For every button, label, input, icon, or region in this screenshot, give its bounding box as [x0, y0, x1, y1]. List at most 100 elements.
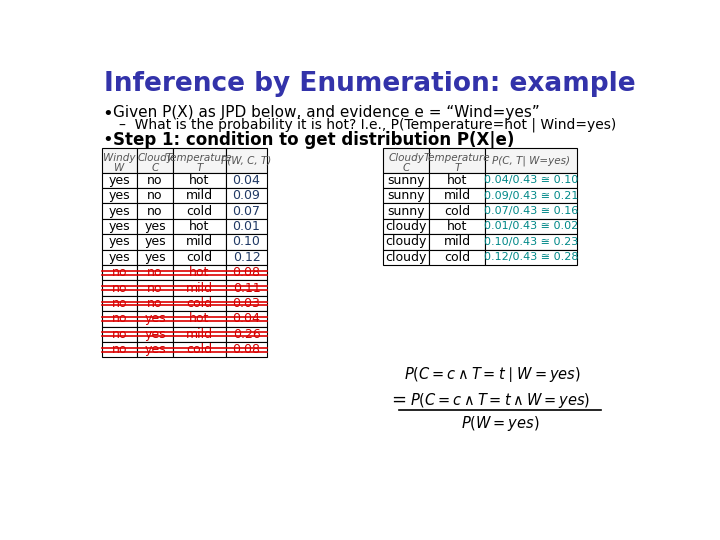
- Bar: [173, 296, 225, 311]
- Bar: [225, 173, 267, 188]
- Bar: [383, 234, 429, 249]
- Bar: [138, 296, 173, 311]
- Text: cold: cold: [444, 251, 470, 264]
- Bar: [173, 234, 225, 249]
- Bar: [485, 148, 577, 173]
- Bar: [173, 249, 225, 265]
- Text: no: no: [112, 297, 127, 310]
- Bar: [138, 219, 173, 234]
- Bar: [102, 219, 138, 234]
- Text: W: W: [114, 163, 125, 173]
- Text: cold: cold: [186, 343, 212, 356]
- Text: 0.10: 0.10: [233, 235, 261, 248]
- Text: cold: cold: [186, 297, 212, 310]
- Text: 0.01/0.43 ≅ 0.02: 0.01/0.43 ≅ 0.02: [484, 221, 578, 232]
- Text: sunny: sunny: [387, 205, 425, 218]
- Text: yes: yes: [109, 235, 130, 248]
- Bar: [485, 249, 577, 265]
- Text: no: no: [148, 205, 163, 218]
- Bar: [383, 188, 429, 204]
- Text: mild: mild: [186, 189, 213, 202]
- Bar: [102, 327, 138, 342]
- Text: 0.12: 0.12: [233, 251, 261, 264]
- Bar: [138, 148, 173, 173]
- Bar: [383, 204, 429, 219]
- Text: •: •: [102, 131, 113, 149]
- Text: Inference by Enumeration: example: Inference by Enumeration: example: [104, 71, 636, 97]
- Text: no: no: [112, 281, 127, 295]
- Bar: [138, 342, 173, 357]
- Bar: [102, 148, 138, 173]
- Text: 0.03: 0.03: [233, 297, 261, 310]
- Text: mild: mild: [186, 281, 213, 295]
- Bar: [102, 249, 138, 265]
- Bar: [173, 265, 225, 280]
- Text: 0.08: 0.08: [233, 343, 261, 356]
- Text: 0.07/0.43 ≅ 0.16: 0.07/0.43 ≅ 0.16: [484, 206, 578, 216]
- Text: mild: mild: [444, 235, 471, 248]
- Text: hot: hot: [189, 313, 210, 326]
- Bar: [173, 173, 225, 188]
- Text: $=$: $=$: [388, 390, 407, 408]
- Text: hot: hot: [189, 174, 210, 187]
- Text: yes: yes: [144, 235, 166, 248]
- Text: hot: hot: [447, 174, 467, 187]
- Bar: [429, 148, 485, 173]
- Bar: [102, 188, 138, 204]
- Bar: [225, 265, 267, 280]
- Text: mild: mild: [186, 235, 213, 248]
- Bar: [102, 296, 138, 311]
- Bar: [173, 148, 225, 173]
- Text: $P(C = c \wedge T = t \mid W = yes)$: $P(C = c \wedge T = t \mid W = yes)$: [404, 365, 581, 384]
- Text: hot: hot: [447, 220, 467, 233]
- Bar: [173, 280, 225, 296]
- Bar: [485, 219, 577, 234]
- Text: cold: cold: [186, 251, 212, 264]
- Bar: [485, 188, 577, 204]
- Text: sunny: sunny: [387, 189, 425, 202]
- Text: 0.04/0.43 ≅ 0.10: 0.04/0.43 ≅ 0.10: [484, 176, 578, 185]
- Text: T: T: [196, 163, 202, 173]
- Text: $P(C = c \wedge T = t \wedge W = yes)$: $P(C = c \wedge T = t \wedge W = yes)$: [410, 392, 590, 410]
- Bar: [225, 188, 267, 204]
- Bar: [138, 265, 173, 280]
- Text: yes: yes: [109, 189, 130, 202]
- Text: yes: yes: [109, 220, 130, 233]
- Text: P(C, T| W=yes): P(C, T| W=yes): [492, 155, 570, 166]
- Text: 0.07: 0.07: [233, 205, 261, 218]
- Text: no: no: [112, 328, 127, 341]
- Bar: [429, 249, 485, 265]
- Bar: [429, 188, 485, 204]
- Bar: [225, 280, 267, 296]
- Text: Cloudy: Cloudy: [138, 153, 173, 163]
- Text: yes: yes: [144, 313, 166, 326]
- Text: hot: hot: [189, 266, 210, 279]
- Text: mild: mild: [186, 328, 213, 341]
- Text: 0.11: 0.11: [233, 281, 261, 295]
- Text: 0.09: 0.09: [233, 189, 261, 202]
- Text: cold: cold: [444, 205, 470, 218]
- Bar: [225, 249, 267, 265]
- Bar: [225, 342, 267, 357]
- Text: yes: yes: [144, 251, 166, 264]
- Text: C: C: [402, 163, 410, 173]
- Bar: [225, 148, 267, 173]
- Bar: [138, 311, 173, 327]
- Text: 0.10/0.43 ≅ 0.23: 0.10/0.43 ≅ 0.23: [484, 237, 578, 247]
- Bar: [173, 342, 225, 357]
- Bar: [173, 188, 225, 204]
- Text: Cloudy: Cloudy: [388, 153, 424, 163]
- Bar: [225, 296, 267, 311]
- Text: yes: yes: [109, 251, 130, 264]
- Bar: [102, 311, 138, 327]
- Text: P(W, C, T): P(W, C, T): [222, 156, 271, 165]
- Bar: [138, 280, 173, 296]
- Text: 0.01: 0.01: [233, 220, 261, 233]
- Bar: [102, 265, 138, 280]
- Bar: [485, 204, 577, 219]
- Bar: [173, 311, 225, 327]
- Text: no: no: [112, 266, 127, 279]
- Text: cloudy: cloudy: [385, 235, 427, 248]
- Bar: [485, 234, 577, 249]
- Text: cold: cold: [186, 205, 212, 218]
